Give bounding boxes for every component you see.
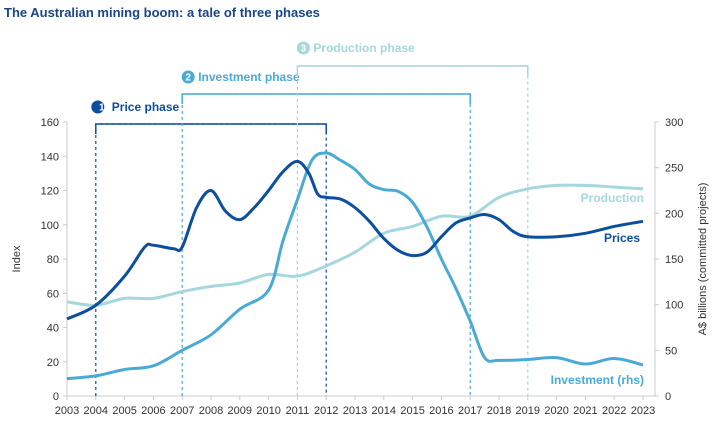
x-tick-label: 2010: [256, 405, 280, 417]
y2-tick-label: 250: [665, 163, 683, 175]
y2-tick-label: 200: [665, 208, 683, 220]
y-tick-label: 100: [41, 220, 59, 232]
phase-number-badge: [91, 100, 105, 114]
phase-number: 3: [301, 44, 307, 55]
y2-axis-label: A$ billions (committed projects): [697, 183, 709, 336]
y2-tick-label: 0: [665, 391, 671, 403]
x-tick-label: 2023: [631, 405, 655, 417]
x-tick-label: 2007: [170, 405, 194, 417]
series-label: Investment (rhs): [551, 373, 644, 387]
y-axis-label: Index: [11, 245, 23, 272]
y-tick-label: 160: [41, 117, 59, 129]
phase-label: Price phase: [112, 100, 180, 114]
x-tick-label: 2022: [602, 405, 626, 417]
y2-tick-label: 50: [665, 345, 677, 357]
phase-number-badge: [296, 41, 310, 55]
x-tick-label: 2013: [343, 405, 367, 417]
y2-tick-label: 100: [665, 300, 683, 312]
phase-dashed-lines: [95, 123, 327, 396]
x-tick-label: 2005: [112, 405, 136, 417]
y-tick-label: 60: [47, 288, 59, 300]
series-label: Production: [581, 191, 644, 205]
phase-number: 2: [185, 73, 191, 84]
phase-bracket: [181, 93, 471, 104]
x-tick-label: 2016: [429, 405, 453, 417]
x-tick-label: 2003: [55, 405, 79, 417]
y-tick-label: 80: [47, 254, 59, 266]
series-line-production: [66, 183, 644, 307]
x-tick-label: 2018: [487, 405, 511, 417]
x-tick-label: 2019: [516, 405, 540, 417]
phase-label: Investment phase: [198, 70, 300, 84]
y-tick-label: 0: [53, 391, 59, 403]
x-tick-label: 2006: [141, 405, 165, 417]
x-tick-label: 2008: [199, 405, 223, 417]
phase-bracket: [296, 65, 529, 76]
x-tick-label: 2015: [400, 405, 424, 417]
y-tick-label: 140: [41, 151, 59, 163]
series-line-investment: [66, 151, 644, 381]
y2-tick-label: 150: [665, 254, 683, 266]
series-label: Prices: [604, 231, 640, 245]
y-tick-label: 20: [47, 357, 59, 369]
x-tick-label: 2009: [228, 405, 252, 417]
chart-title: The Australian mining boom: a tale of th…: [4, 5, 320, 20]
phase-bracket: [95, 123, 327, 134]
y-tick-label: 120: [41, 186, 59, 198]
phase-number: 1: [99, 103, 105, 114]
phase-dashed-lines: [296, 65, 529, 396]
x-tick-label: 2004: [84, 405, 108, 417]
x-tick-label: 2021: [573, 405, 597, 417]
y-tick-label: 40: [47, 323, 59, 335]
x-tick-label: 2017: [458, 405, 482, 417]
x-tick-label: 2011: [286, 405, 310, 417]
x-tick-label: 2014: [372, 405, 396, 417]
phase-label: Production phase: [313, 41, 415, 55]
x-tick-label: 2020: [544, 405, 568, 417]
series-line-prices: [66, 159, 644, 321]
phase-number-badge: [181, 70, 195, 84]
y2-tick-label: 300: [665, 117, 683, 129]
x-tick-label: 2012: [314, 405, 338, 417]
